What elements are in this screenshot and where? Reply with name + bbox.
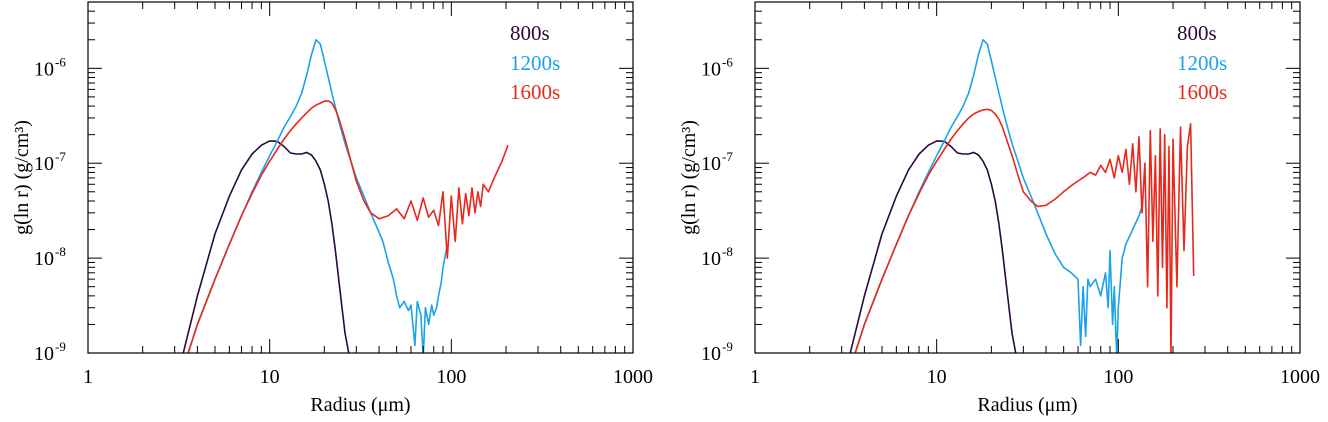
y-tick-label: 10 bbox=[701, 343, 721, 365]
y-tick-exponent: -6 bbox=[722, 54, 733, 69]
series-line-1200s bbox=[187, 38, 449, 353]
x-tick-label: 10 bbox=[260, 366, 280, 388]
series-group bbox=[849, 38, 1195, 353]
y-tick-label: 10 bbox=[701, 58, 721, 80]
x-axis-title: Radius (μm) bbox=[977, 394, 1077, 416]
y-tick-label: 10 bbox=[34, 248, 54, 270]
series-line-1600s bbox=[854, 108, 1195, 353]
y-tick-exponent: -8 bbox=[55, 244, 66, 259]
y-tick-label: 10 bbox=[34, 153, 54, 175]
legend-entry-1200s: 1200s bbox=[1177, 51, 1227, 75]
series-line-1200s bbox=[854, 38, 1143, 353]
y-axis-title: g(ln r) (g/cm³) bbox=[678, 120, 700, 235]
x-axis-title: Radius (μm) bbox=[310, 394, 410, 416]
x-tick-label: 1 bbox=[83, 366, 93, 388]
series-group bbox=[182, 38, 509, 353]
legend-entry-1200s: 1200s bbox=[510, 51, 560, 75]
y-tick-label: 10 bbox=[701, 153, 721, 175]
legend: 800s 1200s 1600s bbox=[510, 21, 560, 104]
x-tick-label: 100 bbox=[1103, 366, 1133, 388]
legend: 800s 1200s 1600s bbox=[1177, 21, 1227, 104]
x-tick-label: 10 bbox=[927, 366, 947, 388]
y-tick-label: 10 bbox=[701, 248, 721, 270]
y-tick-exponent: -7 bbox=[55, 149, 66, 164]
x-tick-label: 1 bbox=[750, 366, 760, 388]
y-tick-exponent: -9 bbox=[55, 339, 66, 354]
legend-entry-1600s: 1600s bbox=[510, 80, 560, 104]
y-tick-exponent: -9 bbox=[722, 339, 733, 354]
legend-entry-800s: 800s bbox=[1177, 21, 1217, 45]
x-tick-label: 1000 bbox=[1280, 366, 1320, 388]
series-line-800s bbox=[182, 140, 350, 353]
y-tick-exponent: -6 bbox=[55, 54, 66, 69]
y-axis-title: g(ln r) (g/cm³) bbox=[11, 120, 33, 235]
x-tick-label: 1000 bbox=[613, 366, 653, 388]
y-tick-exponent: -7 bbox=[722, 149, 733, 164]
y-tick-label: 10 bbox=[34, 58, 54, 80]
x-tick-label: 100 bbox=[436, 366, 466, 388]
legend-entry-800s: 800s bbox=[510, 21, 550, 45]
y-tick-exponent: -8 bbox=[722, 244, 733, 259]
legend-entry-1600s: 1600s bbox=[1177, 80, 1227, 104]
y-tick-label: 10 bbox=[34, 343, 54, 365]
series-line-800s bbox=[849, 140, 1017, 353]
series-line-1600s bbox=[187, 100, 509, 353]
